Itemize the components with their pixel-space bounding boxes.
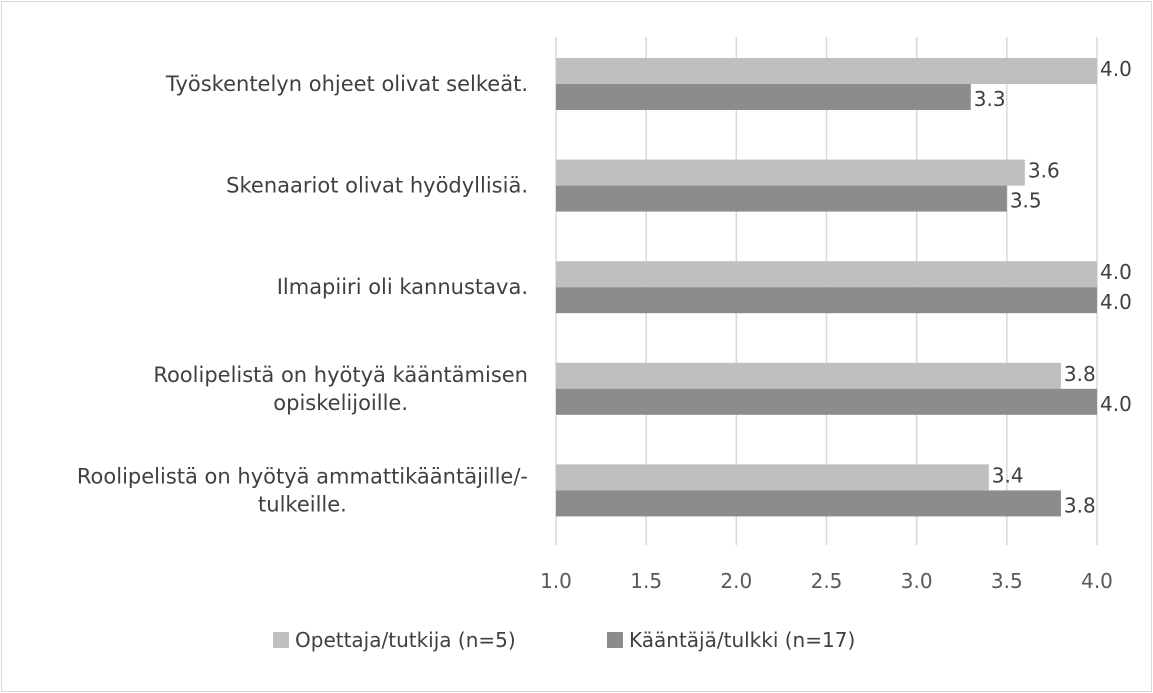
legend-swatch <box>273 632 289 648</box>
bar <box>556 287 1097 314</box>
category-label: Roolipelistä on hyötyä ammattikääntäjill… <box>77 464 528 488</box>
category-label: tulkeille. <box>258 492 347 516</box>
legend: Opettaja/tutkija (n=5) Kääntäjä/tulkki (n… <box>273 628 855 652</box>
bar <box>556 362 1061 389</box>
data-labels: 4.03.33.63.54.04.03.84.03.43.8 <box>974 57 1132 517</box>
bar <box>556 159 1025 186</box>
category-label: opiskelijoille. <box>273 391 408 415</box>
category-label: Roolipelistä on hyötyä kääntämisen <box>153 363 528 387</box>
bars <box>556 58 1097 517</box>
x-tick-label: 2.0 <box>720 569 752 593</box>
data-label: 3.8 <box>1064 362 1096 386</box>
category-labels: Työskentelyn ohjeet olivat selkeät. Skena… <box>77 72 528 516</box>
bar <box>556 464 989 491</box>
x-tick-label: 1.0 <box>540 569 572 593</box>
data-label: 4.0 <box>1100 290 1132 314</box>
x-tick-label: 1.5 <box>630 569 662 593</box>
bar <box>556 185 1007 212</box>
data-label: 3.3 <box>974 87 1006 111</box>
data-label: 3.4 <box>992 463 1024 487</box>
legend-label: Opettaja/tutkija (n=5) <box>295 628 516 652</box>
category-label: Skenaariot olivat hyödyllisiä. <box>226 174 528 198</box>
data-label: 4.0 <box>1100 260 1132 284</box>
x-tick-label: 4.0 <box>1081 569 1113 593</box>
data-label: 3.8 <box>1064 493 1096 517</box>
x-tick-label: 3.5 <box>991 569 1023 593</box>
legend-swatch <box>607 632 623 648</box>
x-tick-label: 3.0 <box>901 569 933 593</box>
bar <box>556 388 1097 415</box>
x-axis-ticks: 1.0 1.5 2.0 2.5 3.0 3.5 4.0 <box>540 569 1113 593</box>
bar <box>556 490 1061 517</box>
data-label: 3.5 <box>1010 189 1042 213</box>
bar <box>556 84 971 110</box>
data-label: 4.0 <box>1100 57 1132 81</box>
category-label: Työskentelyn ohjeet olivat selkeät. <box>165 72 528 96</box>
bar <box>556 261 1097 288</box>
bar <box>556 58 1097 84</box>
data-label: 3.6 <box>1028 159 1060 183</box>
legend-label: Kääntäjä/tulkki (n=17) <box>629 628 855 652</box>
data-label: 4.0 <box>1100 392 1132 416</box>
x-tick-label: 2.5 <box>811 569 843 593</box>
category-label: Ilmapiiri oli kannustava. <box>277 275 528 299</box>
